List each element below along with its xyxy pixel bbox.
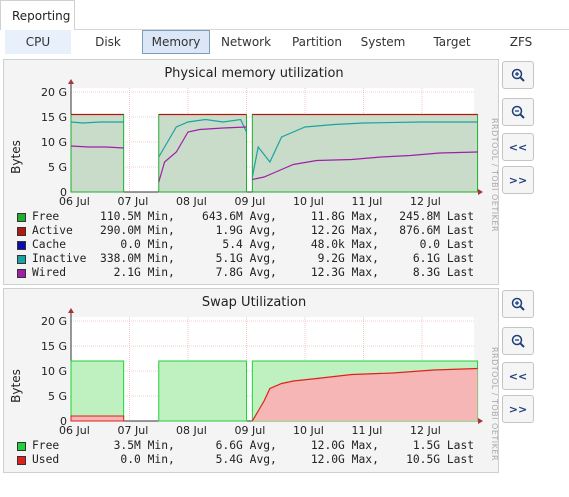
tab-memory[interactable]: Memory: [142, 30, 210, 54]
swap-used-line: [251, 367, 478, 422]
swap-next-button[interactable]: >>: [502, 395, 534, 423]
memory-legend-row: Wired 2.1G Min, 7.8G Avg, 12.3G Max, 8.3…: [17, 266, 474, 280]
memory-x-tick-label: 12 Jul: [410, 195, 441, 208]
tab-underline: [75, 29, 569, 30]
swap-y-tick-label: 5 G: [48, 390, 67, 403]
memory-next-button[interactable]: >>: [502, 166, 534, 194]
memory-legend-row: Free 110.5M Min, 643.6M Avg, 11.8G Max, …: [17, 210, 474, 224]
memory-inactive-line: [158, 118, 248, 158]
swap-free-area: [70, 360, 125, 422]
memory-zoom-out-button[interactable]: [502, 98, 534, 126]
memory-y-tick-label: 20 G: [41, 86, 67, 99]
swap-used-area: [252, 368, 478, 421]
memory-x-tick-label: 06 Jul: [59, 195, 90, 208]
memory-y-tick-label: 10 G: [41, 136, 67, 149]
memory-y-tick-label: 0: [60, 186, 67, 199]
swap-y-axis-label: Bytes: [9, 369, 23, 403]
swap-x-tick-label: 06 Jul: [59, 424, 90, 437]
memory-legend-row: Cache 0.0 Min, 5.4 Avg, 48.0k Max, 0.0 L…: [17, 238, 474, 252]
tab-reporting-label: Reporting: [12, 8, 71, 23]
memory-wired-line: [158, 126, 247, 183]
swap-legend-swatch: [17, 455, 26, 465]
swap-x-tick-label: 12 Jul: [410, 424, 441, 437]
swap-x-tick-label: 09 Jul: [235, 424, 266, 437]
memory-legend-swatch: [17, 254, 26, 264]
swap-x-tick-label: 08 Jul: [176, 424, 207, 437]
memory-legend-text: Inactive 338.0M Min, 5.1G Avg, 9.2G Max,…: [32, 252, 475, 265]
memory-x-tick-label: 09 Jul: [235, 195, 266, 208]
rrdtool-watermark: RRDTOOL / TOBI OETIKER: [490, 118, 499, 232]
swap-y-tick-label: 20 G: [41, 315, 67, 328]
swap-free-area: [158, 360, 247, 422]
memory-legend-row: Inactive 338.0M Min, 5.1G Avg, 9.2G Max,…: [17, 252, 474, 266]
subtab-bar: CPU Disk Memory Network Partition System…: [5, 30, 569, 54]
memory-x-tick-label: 07 Jul: [118, 195, 149, 208]
memory-legend-text: Free 110.5M Min, 643.6M Avg, 11.8G Max, …: [32, 210, 475, 223]
memory-prev-button[interactable]: <<: [502, 133, 534, 161]
memory-legend-row: Active 290.0M Min, 1.9G Avg, 12.2G Max, …: [17, 224, 474, 238]
memory-free-area: [158, 114, 247, 193]
memory-y-tick-label: 15 G: [41, 111, 67, 124]
zoom-in-icon: [511, 297, 525, 311]
swap-zoom-out-button[interactable]: [502, 327, 534, 355]
memory-legend-swatch: [17, 240, 26, 250]
swap-x-tick-label: 11 Jul: [352, 424, 383, 437]
swap-zoom-in-button[interactable]: [502, 290, 534, 318]
memory-inactive-line: [70, 121, 124, 124]
tab-system[interactable]: System: [360, 35, 406, 49]
memory-x-tick-label: 08 Jul: [176, 195, 207, 208]
memory-x-tick-label: 11 Jul: [352, 195, 383, 208]
memory-plot-area: 0 5 G 10 G 15 G 20 G 06 Jul 07 Jul 08 Jul 09 Jul…: [41, 79, 483, 208]
swap-y-tick-label: 15 G: [41, 340, 67, 353]
memory-chart: Physical memory utilization Bytes 0 5 G 10…: [9, 66, 499, 232]
zoom-in-icon: [511, 68, 525, 82]
rrdtool-watermark-swap: RRDTOOL / TOBI OETIKER: [490, 347, 499, 461]
swap-legend-row: Used 0.0 Min, 5.4G Avg, 12.0G Max, 10.5G…: [17, 453, 474, 467]
memory-wired-line: [252, 151, 478, 181]
memory-inactive-line: [251, 121, 478, 178]
memory-y-tick-label: 5 G: [48, 161, 67, 174]
tab-cpu[interactable]: CPU: [5, 30, 71, 54]
swap-y-tick-label: 0: [60, 415, 67, 428]
memory-legend-swatch: [17, 226, 26, 236]
swap-x-tick-label: 07 Jul: [118, 424, 149, 437]
memory-graph-panel: Physical memory utilization Bytes 0 5 G 10…: [3, 59, 499, 285]
zoom-out-icon: [511, 334, 525, 348]
memory-x-tick-label: 10 Jul: [293, 195, 324, 208]
memory-legend-text: Cache 0.0 Min, 5.4 Avg, 48.0k Max, 0.0 L…: [32, 238, 475, 251]
tab-reporting[interactable]: Reporting: [0, 0, 75, 30]
memory-legend-swatch: [17, 212, 26, 222]
zoom-out-icon: [511, 105, 525, 119]
swap-legend-swatch: [17, 441, 26, 451]
memory-free-area: [70, 114, 125, 193]
swap-x-arrow: [478, 418, 483, 424]
swap-y-tick-label: 10 G: [41, 365, 67, 378]
swap-chart: Swap Utilization Bytes 05 G10 G15 G20 G0…: [9, 295, 499, 461]
swap-chart-title: Swap Utilization: [202, 295, 306, 310]
tab-disk[interactable]: Disk: [95, 35, 121, 49]
swap-plot-area: 0 5 G 10 G 15 G 20 G 06 Jul 07 Jul 08 Jul 09 Jul…: [41, 308, 483, 437]
memory-legend-swatch: [17, 268, 26, 278]
swap-x-tick-label: 10 Jul: [293, 424, 324, 437]
memory-legend-text: Active 290.0M Min, 1.9G Avg, 12.2G Max, …: [32, 224, 475, 237]
tab-network[interactable]: Network: [220, 35, 272, 49]
memory-chart-title: Physical memory utilization: [164, 66, 343, 81]
tab-target[interactable]: Target: [433, 35, 471, 49]
swap-legend-text: Free 3.5M Min, 6.6G Avg, 12.0G Max, 1.5G…: [32, 439, 475, 452]
tab-partition[interactable]: Partition: [291, 35, 342, 49]
tab-zfs[interactable]: ZFS: [509, 35, 533, 49]
memory-x-arrow: [478, 189, 483, 195]
memory-y-arrow: [68, 79, 74, 84]
memory-y-axis-label: Bytes: [9, 140, 23, 174]
swap-legend-text: Used 0.0 Min, 5.4G Avg, 12.0G Max, 10.5G…: [32, 453, 475, 466]
memory-zoom-in-button[interactable]: [502, 61, 534, 89]
memory-wired-line: [70, 145, 124, 149]
swap-prev-button[interactable]: <<: [502, 362, 534, 390]
swap-legend-row: Free 3.5M Min, 6.6G Avg, 12.0G Max, 1.5G…: [17, 439, 474, 453]
memory-legend-text: Wired 2.1G Min, 7.8G Avg, 12.3G Max, 8.3…: [32, 266, 475, 279]
swap-used-area: [70, 415, 125, 422]
swap-y-arrow: [68, 308, 74, 313]
